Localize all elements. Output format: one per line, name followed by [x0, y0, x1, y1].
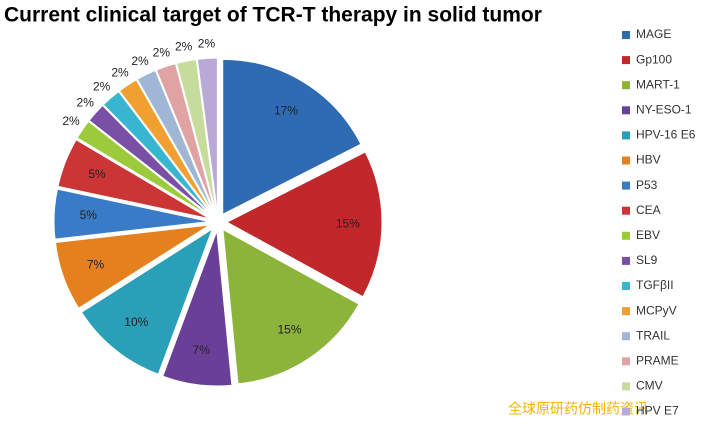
- legend-swatch: [622, 357, 630, 366]
- legend-label: CMV: [636, 379, 663, 393]
- legend-label: HPV-16 E6: [636, 128, 696, 142]
- legend-swatch: [622, 307, 630, 316]
- pie-slice: [222, 228, 360, 385]
- data-label: 10%: [124, 315, 148, 329]
- legend-label: CEA: [636, 203, 661, 217]
- legend-label: SL9: [636, 253, 658, 267]
- legend-swatch: [622, 81, 630, 90]
- legend-swatch: [622, 181, 630, 190]
- data-label: 2%: [77, 96, 95, 110]
- legend-swatch: [622, 156, 630, 165]
- data-label: 2%: [62, 114, 80, 128]
- legend-swatch: [622, 282, 630, 290]
- pie-slice: [80, 227, 214, 375]
- data-label: 15%: [277, 323, 301, 337]
- pie-slice: [222, 58, 362, 216]
- legend-label: Gp100: [636, 52, 672, 66]
- pie-slice: [136, 69, 215, 215]
- legend-swatch: [622, 206, 630, 215]
- legend-swatch: [622, 407, 630, 416]
- legend-label: NY-ESO-1: [636, 102, 692, 116]
- legend-label: MCPyV: [636, 303, 677, 317]
- legend-swatch: [622, 231, 630, 240]
- data-label: 5%: [88, 167, 106, 181]
- legend-label: TRAIL: [636, 328, 670, 342]
- pie-slice: [155, 63, 216, 214]
- pie-slice: [53, 188, 210, 240]
- legend-label: HBV: [636, 153, 661, 167]
- data-label: 2%: [153, 45, 171, 59]
- pie-slice: [162, 230, 233, 387]
- data-label: 15%: [336, 216, 360, 230]
- legend-swatch: [622, 131, 630, 140]
- pie-slice: [54, 224, 210, 309]
- legend-swatch: [622, 106, 630, 115]
- data-label: 7%: [87, 258, 105, 272]
- legend-swatch: [622, 56, 630, 65]
- legend-label: TGFβII: [636, 278, 674, 292]
- data-label: 2%: [131, 54, 149, 68]
- legend-label: PRAME: [636, 353, 679, 367]
- watermark: 全球原研药仿制药资讯: [508, 401, 648, 417]
- pie-slice: [225, 151, 383, 298]
- legend-swatch: [622, 332, 630, 341]
- data-label: 5%: [80, 208, 98, 222]
- data-label: 2%: [93, 79, 111, 93]
- legend-label: MAGE: [636, 27, 671, 41]
- data-label: 2%: [175, 40, 193, 54]
- pie-slice: [102, 90, 213, 216]
- legend-swatch: [622, 256, 630, 265]
- data-label: 2%: [198, 37, 216, 51]
- data-label: 17%: [274, 103, 298, 117]
- pie-slice: [196, 57, 218, 214]
- legend-label: MART-1: [636, 77, 680, 91]
- legend-swatch: [622, 382, 630, 391]
- pie-slice: [76, 120, 211, 218]
- legend-label: HPV E7: [636, 404, 679, 418]
- legend-swatch: [622, 31, 630, 39]
- data-label: 2%: [111, 66, 129, 80]
- legend-label: EBV: [636, 228, 660, 242]
- pie-slice: [88, 104, 212, 217]
- pie-slice: [57, 139, 210, 220]
- legend-label: P53: [636, 178, 658, 192]
- pie-slice: [118, 79, 214, 215]
- data-label: 7%: [193, 343, 211, 357]
- pie-slice: [175, 58, 217, 214]
- chart-title: Current clinical target of TCR-T therapy…: [4, 4, 542, 27]
